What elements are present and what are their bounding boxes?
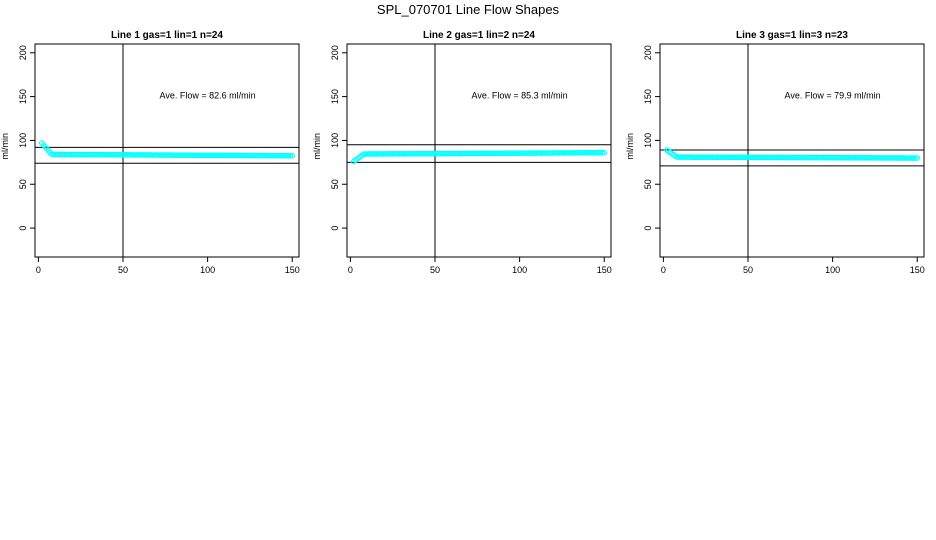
data-point [914, 155, 921, 161]
y-tick-label: 150 [643, 89, 653, 104]
average-flow-annotation: Ave. Flow = 79.9 ml/min [785, 90, 881, 100]
data-point [601, 149, 608, 156]
average-flow-annotation: Ave. Flow = 85.3 ml/min [472, 90, 568, 100]
x-tick-label: 150 [597, 265, 612, 275]
y-tick-label: 150 [18, 89, 28, 104]
figure-title: SPL_070701 Line Flow Shapes [377, 2, 560, 17]
x-tick-label: 100 [512, 265, 527, 275]
data-point [598, 149, 604, 156]
y-tick-label: 150 [330, 89, 340, 104]
y-tick-label: 50 [330, 179, 340, 189]
y-axis-label: ml/min [0, 133, 10, 160]
data-point [911, 155, 917, 161]
y-tick-label: 50 [643, 179, 653, 189]
y-tick-label: 100 [643, 133, 653, 148]
x-tick-label: 0 [348, 265, 353, 275]
x-tick-label: 150 [910, 265, 925, 275]
y-tick-label: 0 [330, 226, 340, 231]
y-tick-label: 100 [18, 133, 28, 148]
x-tick-label: 0 [36, 265, 41, 275]
plot-frame [346, 43, 612, 258]
chart-panel-1: Line 1 gas=1 lin=1 n=24 0 50 100 150 0 50 100 15… [0, 30, 300, 275]
data-point [286, 152, 292, 159]
x-tick-label: 0 [661, 265, 666, 275]
y-axis-label: ml/min [312, 133, 322, 160]
data-points [350, 149, 608, 165]
y-tick-label: 100 [330, 133, 340, 148]
panel-title: Line 1 gas=1 lin=1 n=24 [111, 30, 223, 41]
y-tick-label: 200 [643, 45, 653, 60]
data-point [289, 152, 296, 159]
x-tick-label: 100 [200, 265, 215, 275]
average-flow-annotation: Ave. Flow = 82.6 ml/min [160, 90, 256, 100]
data-point [912, 155, 919, 161]
x-tick-label: 150 [285, 265, 300, 275]
panel-title: Line 2 gas=1 lin=2 n=24 [423, 30, 535, 41]
data-point [599, 149, 606, 156]
x-tick-label: 100 [825, 265, 840, 275]
data-point [287, 152, 294, 159]
panel-title: Line 3 gas=1 lin=3 n=23 [736, 30, 848, 41]
data-points [38, 140, 296, 159]
y-tick-label: 0 [18, 226, 28, 231]
chart-panel-3: Line 3 gas=1 lin=3 n=23 0 50 100 150 0 50 100 15… [625, 30, 925, 275]
x-tick-label: 50 [430, 265, 440, 275]
plot-frame [34, 43, 300, 258]
y-axis-label: ml/min [625, 133, 635, 160]
x-tick-label: 50 [743, 265, 753, 275]
data-points [663, 147, 921, 161]
y-tick-label: 0 [643, 226, 653, 231]
y-tick-label: 200 [18, 45, 28, 60]
y-tick-label: 200 [330, 45, 340, 60]
y-tick-label: 50 [18, 179, 28, 189]
x-tick-label: 50 [118, 265, 128, 275]
chart-panel-2: Line 2 gas=1 lin=2 n=24 0 50 100 150 0 50 100 15… [312, 30, 612, 275]
